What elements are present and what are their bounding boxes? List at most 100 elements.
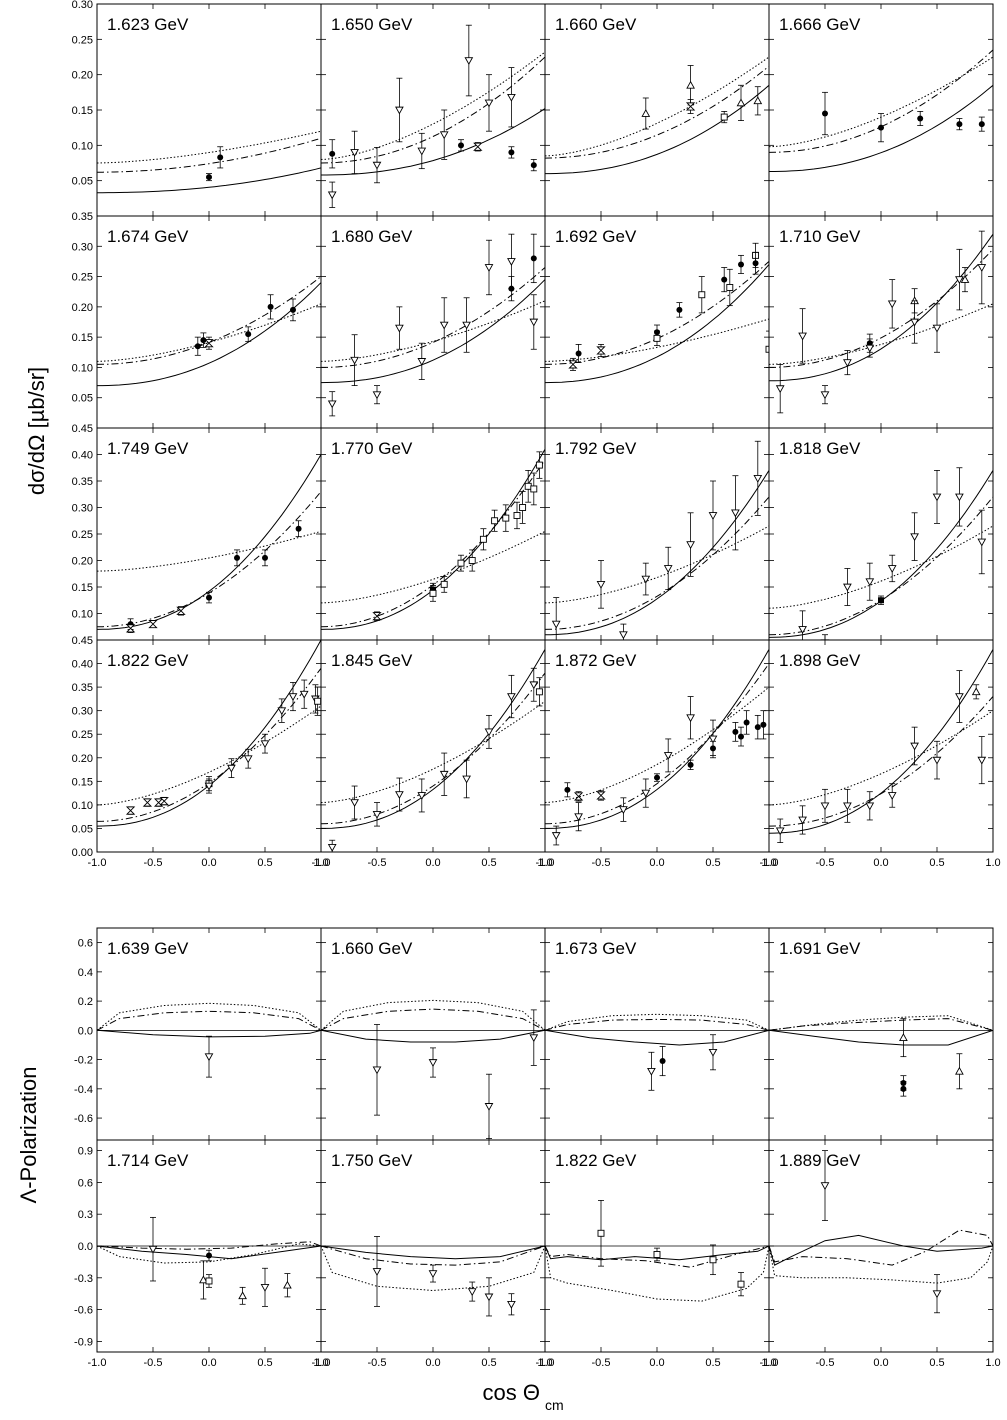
data-point: [765, 345, 769, 353]
data-point: [507, 693, 516, 702]
data-point: [458, 142, 464, 149]
x-tick-label: -1.0: [312, 1357, 331, 1369]
data-point: [491, 517, 499, 525]
data-point: [243, 755, 253, 764]
curve-solid: [321, 108, 545, 176]
x-tick-label: 0.5: [257, 1357, 272, 1369]
data-point: [535, 461, 543, 469]
x-tick-label: 0.5: [929, 857, 944, 869]
data-point: [659, 1058, 666, 1065]
x-tick-label: -0.5: [368, 1357, 387, 1369]
x-tick-label: 0.0: [201, 857, 216, 869]
x-tick-label: 0.5: [257, 857, 272, 869]
y-tick-label: 0.35: [72, 476, 93, 488]
data-point: [148, 620, 158, 629]
x-tick-label: -1.0: [88, 1357, 107, 1369]
data-point: [686, 714, 695, 723]
chart-panel: 1.889 GeV -1.0 -0.5 0.0 0.5 1.0: [760, 1139, 1001, 1369]
data-point: [709, 1256, 717, 1264]
y-tick-label: 0.15: [72, 776, 93, 788]
curve-dash-dot: [97, 276, 321, 365]
curve-solid: [545, 649, 769, 829]
x-tick-label: 0.0: [873, 857, 888, 869]
data-point: [530, 162, 537, 169]
data-point: [372, 391, 382, 400]
data-point: [865, 802, 875, 811]
energy-label: 1.792 GeV: [555, 439, 637, 458]
data-point: [350, 149, 359, 157]
panel-frame: [96, 215, 322, 429]
theory-curves: [769, 1015, 993, 1046]
data-point: [327, 191, 337, 200]
theory-curves: [769, 233, 993, 382]
data-point: [148, 1245, 158, 1254]
curve-dash-dot: [769, 1018, 993, 1031]
energy-label: 1.674 GeV: [107, 227, 189, 246]
chart-panel: 1.714 GeV -0.9 -0.6 -0.3 0.0 0.3 0.6 0.9 -1.0 -0.…: [74, 1139, 329, 1369]
x-tick-label: 1.0: [985, 857, 1000, 869]
x-tick-label: 0.5: [929, 1357, 944, 1369]
curve-solid: [545, 264, 769, 384]
panels-layer: 1.623 GeV 0.05 0.10 0.15 0.20 0.25 0.30 1.650 G…: [72, 0, 1001, 1369]
x-tick-label: -0.5: [144, 1357, 163, 1369]
data-points: [372, 451, 543, 621]
x-tick-label: -0.5: [144, 857, 163, 869]
energy-label: 1.666 GeV: [779, 15, 861, 34]
data-point: [464, 57, 474, 66]
data-point: [971, 687, 981, 696]
curve-solid: [545, 1245, 769, 1261]
data-point: [142, 798, 153, 807]
data-point: [204, 1053, 214, 1062]
y-tick-label: 0.30: [72, 503, 93, 515]
chart-panel: 1.660 GeV: [544, 3, 770, 217]
data-point: [720, 113, 728, 121]
data-point: [721, 276, 728, 283]
energy-label: 1.822 GeV: [555, 1151, 637, 1170]
data-point: [204, 339, 214, 348]
data-point: [350, 799, 359, 808]
data-point: [900, 1085, 907, 1092]
curve-dotted: [769, 710, 993, 806]
data-point: [865, 344, 875, 353]
y-tick-label: 0.00: [72, 847, 93, 859]
x-tick-label: -1.0: [536, 857, 555, 869]
theory-curves: [545, 56, 769, 175]
y-tick-label: 0.20: [72, 70, 93, 82]
theory-curves: [321, 999, 545, 1043]
data-point: [350, 356, 359, 365]
chart-panel: 1.822 GeV 0.00 0.05 0.10 0.15 0.20 0.25 0.30 0.3…: [72, 635, 329, 869]
curve-dash-dot: [321, 56, 545, 164]
panel-frame: [320, 427, 546, 641]
data-point: [551, 620, 561, 629]
data-point: [468, 557, 476, 564]
y-tick-label: 0.30: [72, 0, 93, 11]
data-point: [417, 358, 427, 366]
curve-dotted: [97, 303, 321, 362]
data-point: [484, 99, 494, 108]
data-point: [439, 321, 449, 330]
x-tick-label: 0.0: [873, 1357, 888, 1369]
data-point: [743, 719, 750, 726]
energy-label: 1.749 GeV: [107, 439, 189, 458]
y-tick-label: 0.30: [72, 706, 93, 718]
panel-frame: [544, 3, 770, 217]
curve-dash-dot: [97, 1010, 321, 1031]
y-tick-label: -0.9: [74, 1336, 93, 1348]
theory-curves: [545, 1013, 769, 1046]
data-point: [843, 583, 852, 592]
data-point: [843, 802, 852, 811]
curve-dotted: [97, 1002, 321, 1031]
x-tick-label: 0.5: [705, 1357, 720, 1369]
curve-solid: [321, 1029, 545, 1043]
y-tick-label: 0.35: [72, 682, 93, 694]
curve-dotted: [321, 1245, 545, 1292]
data-point: [641, 789, 651, 798]
theory-curves: [321, 267, 545, 384]
theory-curves: [769, 49, 993, 172]
curve-dotted: [545, 318, 769, 362]
y-tick-label: 0.2: [78, 996, 93, 1008]
energy-label: 1.710 GeV: [779, 227, 861, 246]
data-point: [686, 541, 695, 550]
chart-panel: 1.822 GeV -1.0 -0.5 0.0 0.5 1.0: [536, 1139, 777, 1369]
data-point: [736, 98, 746, 107]
